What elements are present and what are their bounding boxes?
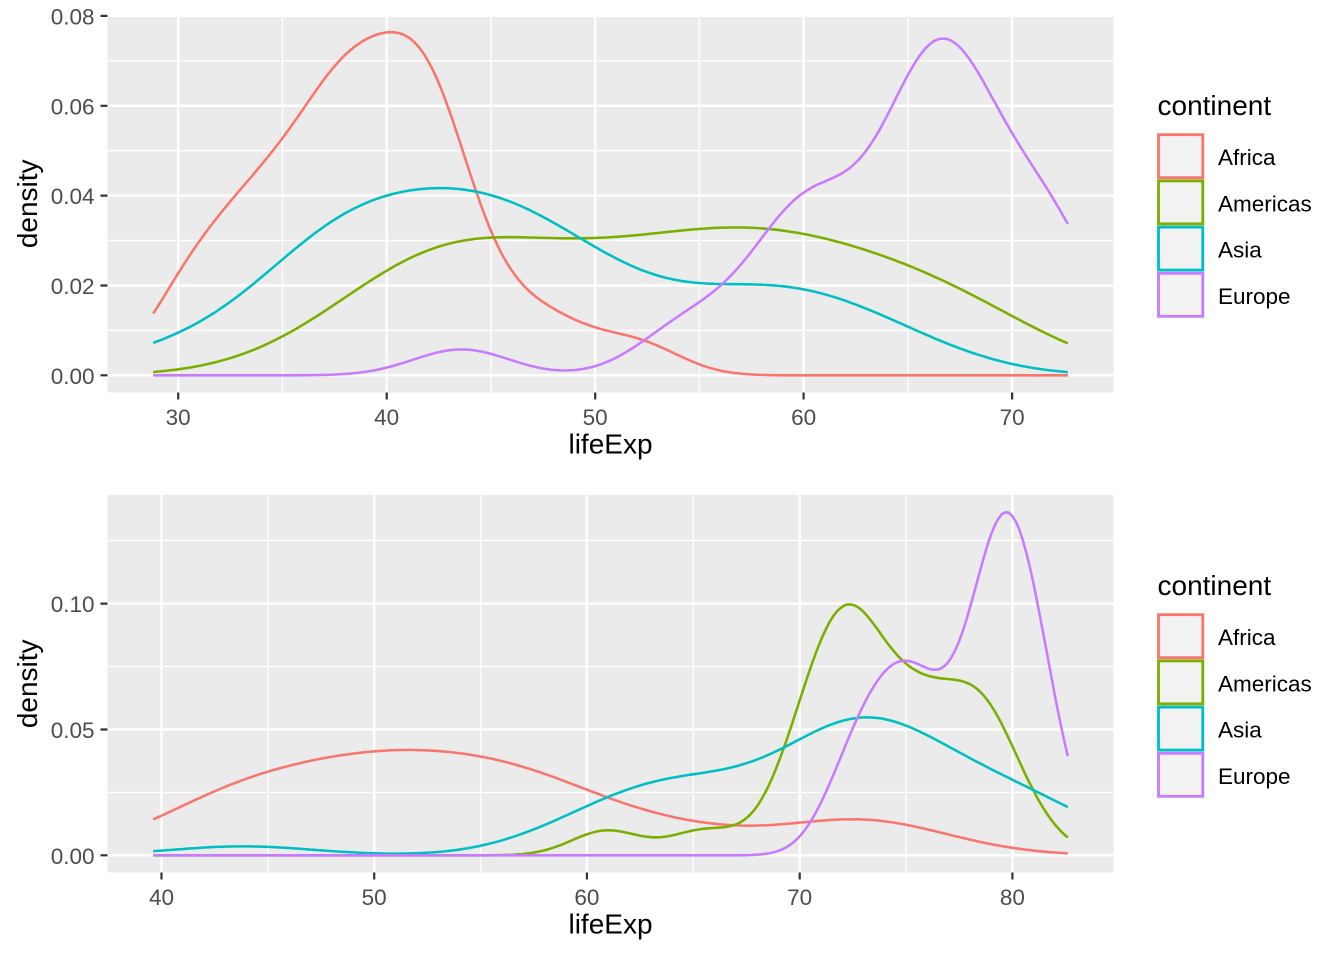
svg-text:density: density: [12, 639, 43, 728]
svg-text:0.06: 0.06: [51, 94, 95, 119]
svg-text:Americas: Americas: [1218, 671, 1312, 696]
svg-text:Africa: Africa: [1218, 625, 1276, 650]
svg-text:70: 70: [1000, 405, 1025, 430]
svg-text:30: 30: [166, 405, 191, 430]
svg-text:Asia: Asia: [1218, 238, 1262, 263]
svg-text:lifeExp: lifeExp: [568, 909, 652, 940]
svg-text:0.10: 0.10: [51, 592, 95, 617]
svg-text:Europe: Europe: [1218, 284, 1291, 309]
svg-text:0.02: 0.02: [51, 274, 95, 299]
svg-text:0.04: 0.04: [51, 184, 95, 209]
svg-text:density: density: [12, 159, 43, 248]
svg-text:Europe: Europe: [1218, 764, 1291, 789]
svg-text:continent: continent: [1158, 90, 1272, 121]
svg-text:continent: continent: [1158, 570, 1272, 601]
svg-text:60: 60: [574, 885, 599, 910]
svg-text:80: 80: [1000, 885, 1025, 910]
svg-text:lifeExp: lifeExp: [568, 429, 652, 460]
svg-text:Americas: Americas: [1218, 191, 1312, 216]
svg-text:50: 50: [583, 405, 608, 430]
svg-text:Africa: Africa: [1218, 145, 1276, 170]
svg-text:0.08: 0.08: [51, 4, 95, 29]
svg-text:40: 40: [149, 885, 174, 910]
svg-text:40: 40: [374, 405, 399, 430]
svg-text:60: 60: [791, 405, 816, 430]
svg-text:Asia: Asia: [1218, 718, 1262, 743]
svg-text:50: 50: [362, 885, 387, 910]
svg-text:0.05: 0.05: [51, 718, 95, 743]
svg-text:70: 70: [787, 885, 812, 910]
svg-text:0.00: 0.00: [51, 364, 95, 389]
svg-text:0.00: 0.00: [51, 844, 95, 869]
